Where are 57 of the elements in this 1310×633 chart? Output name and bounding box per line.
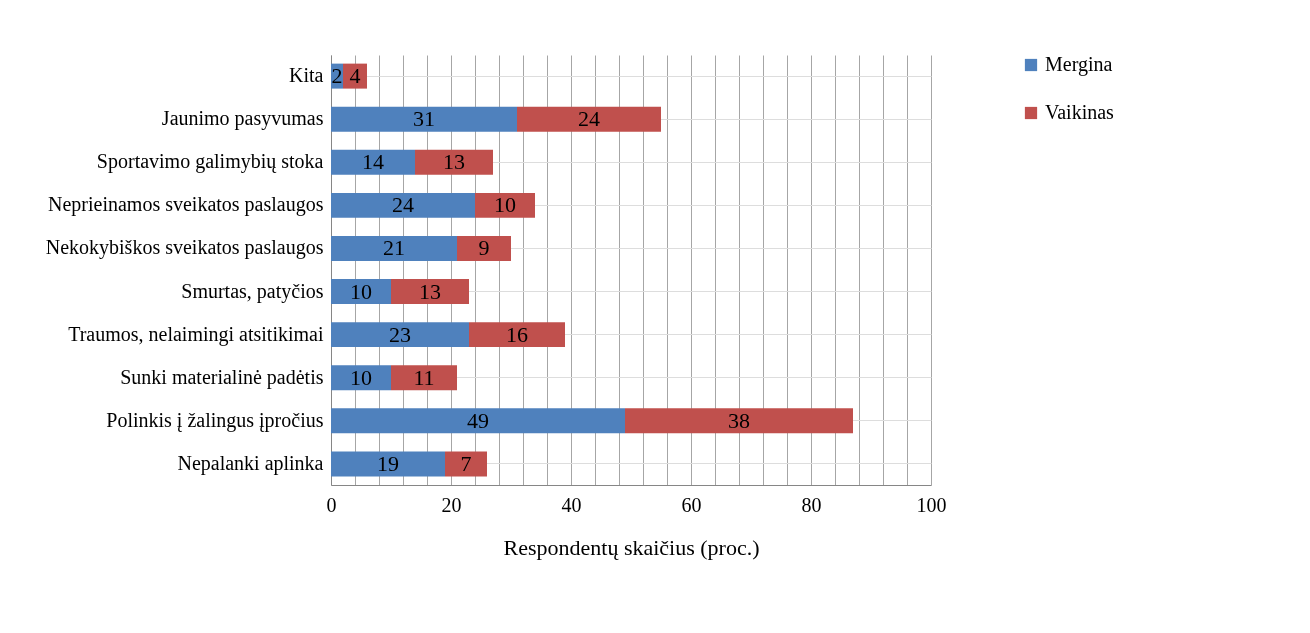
legend-label: Mergina: [1045, 53, 1113, 76]
y-tick-label: Sunki materialinė padėtis: [120, 365, 324, 389]
data-label: 10: [350, 364, 372, 390]
bar: [331, 106, 517, 132]
data-label: 19: [377, 450, 399, 476]
x-axis-title: Respondentų skaičius (proc.): [503, 534, 760, 560]
data-label: 31: [413, 106, 435, 132]
bar: [445, 451, 487, 477]
x-tick-label: 0: [326, 493, 337, 516]
bar: [475, 192, 535, 218]
data-label: 10: [350, 278, 372, 304]
x-tick-label: 80: [801, 493, 822, 516]
data-label: 13: [419, 278, 441, 304]
y-tick-label: Kita: [289, 64, 324, 87]
y-tick-label: Smurtas, patyčios: [181, 279, 324, 303]
bar: [331, 235, 457, 261]
data-label: 14: [362, 149, 384, 175]
x-tick-label: 60: [681, 493, 702, 516]
bar: [391, 365, 457, 391]
bar: [331, 365, 391, 391]
bar: [391, 279, 469, 305]
y-tick-label: Neprieinamos sveikatos paslaugos: [48, 193, 324, 217]
bar: [331, 279, 391, 305]
data-label: 24: [578, 106, 600, 132]
y-tick-label: Nepalanki aplinka: [177, 451, 324, 475]
bar: [625, 408, 853, 434]
bar: [331, 451, 445, 477]
data-label: 23: [389, 321, 411, 347]
data-label: 24: [392, 192, 414, 218]
y-tick-label: Jaunimo pasyvumas: [161, 107, 324, 131]
bar: [517, 106, 661, 132]
x-tick-label: 20: [441, 493, 462, 516]
bar: [331, 408, 625, 434]
bar: [331, 322, 469, 348]
data-label: 21: [383, 235, 405, 261]
data-label: 13: [443, 149, 465, 175]
bar: [469, 322, 565, 348]
data-label: 49: [467, 407, 489, 433]
data-label: 38: [728, 407, 750, 433]
bar: [457, 235, 511, 261]
legend-label: Vaikinas: [1045, 101, 1115, 123]
y-tick-label: Traumos, nelaimingi atsitikimai: [68, 322, 324, 346]
data-label: 16: [506, 321, 528, 347]
data-label: 11: [413, 364, 435, 390]
y-tick-label: Nekokybiškos sveikatos paslaugos: [45, 236, 324, 260]
data-label: 9: [478, 235, 490, 261]
y-tick-label: Sportavimo galimybių stoka: [96, 150, 324, 174]
x-tick-label: 100: [916, 493, 947, 516]
bar: [415, 149, 493, 175]
bar: [331, 192, 475, 218]
data-label: 2: [331, 63, 343, 89]
data-label: 4: [349, 63, 361, 89]
x-tick-label: 40: [561, 493, 582, 516]
data-label: 10: [494, 192, 516, 218]
y-tick-label: Polinkis į žalingus įpročius: [106, 408, 324, 432]
data-label: 7: [460, 450, 472, 476]
bar: [331, 149, 415, 175]
